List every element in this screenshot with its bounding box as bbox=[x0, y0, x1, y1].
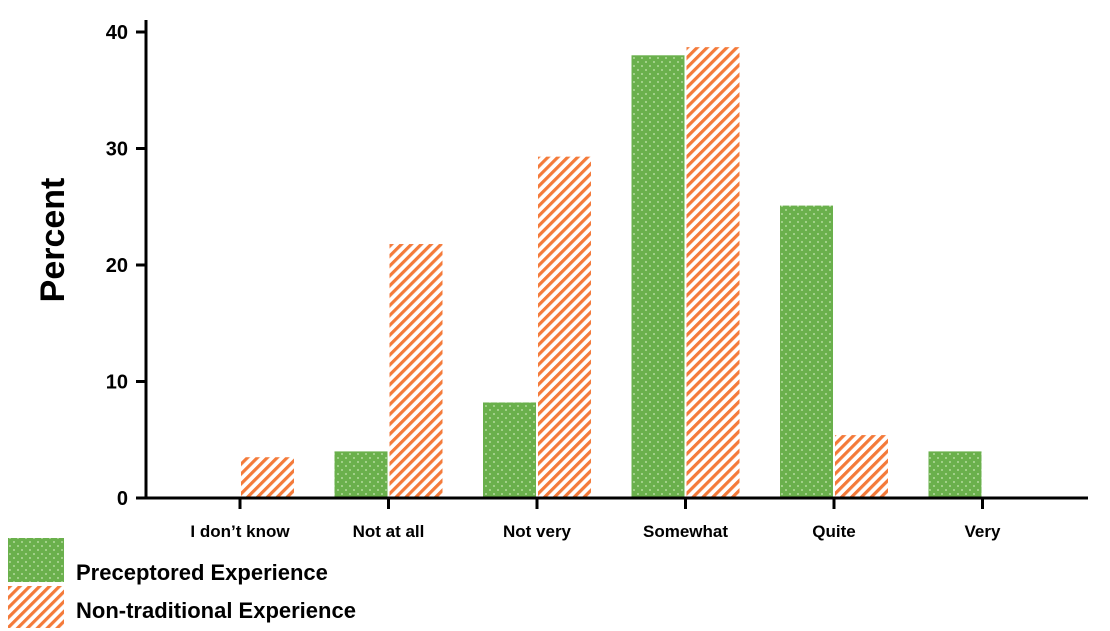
bar-preceptored bbox=[631, 55, 685, 497]
bar-nontraditional bbox=[835, 435, 888, 497]
axes bbox=[144, 20, 1088, 500]
bar-preceptored bbox=[780, 205, 833, 497]
y-tick-label: 40 bbox=[106, 22, 128, 44]
y-tick-label: 0 bbox=[117, 488, 128, 510]
x-tick-label: Somewhat bbox=[643, 522, 728, 541]
legend-label-nontraditional: Non-traditional Experience bbox=[76, 598, 356, 623]
bar-nontraditional bbox=[686, 47, 740, 497]
x-tick-label: Not at all bbox=[353, 522, 425, 541]
bar-preceptored bbox=[334, 451, 388, 497]
y-tick-label: 30 bbox=[106, 139, 128, 161]
legend-swatch-nontraditional bbox=[8, 586, 64, 628]
bar-nontraditional bbox=[538, 156, 591, 497]
bar-nontraditional bbox=[241, 457, 294, 497]
x-tick-label: Quite bbox=[812, 522, 855, 541]
y-axis-label: Percent bbox=[34, 178, 72, 303]
x-tick-label: I don’t know bbox=[190, 522, 290, 541]
y-ticks: 0 10 20 30 40 bbox=[106, 22, 146, 510]
x-tick-label: Very bbox=[965, 522, 1001, 541]
x-tick-label: Not very bbox=[503, 522, 572, 541]
bar-preceptored bbox=[483, 402, 536, 497]
x-ticks: I don’t know Not at all Not very Somewhat Qu… bbox=[190, 498, 1001, 541]
legend-label-preceptored: Preceptored Experience bbox=[76, 560, 328, 585]
bar-preceptored bbox=[928, 451, 982, 497]
bar-nontraditional bbox=[389, 244, 443, 497]
legend: Preceptored Experience Non-traditional E… bbox=[8, 538, 356, 628]
legend-swatch-preceptored bbox=[8, 538, 64, 582]
y-tick-label: 10 bbox=[106, 372, 128, 394]
bars bbox=[241, 47, 982, 497]
y-tick-label: 20 bbox=[106, 255, 128, 277]
